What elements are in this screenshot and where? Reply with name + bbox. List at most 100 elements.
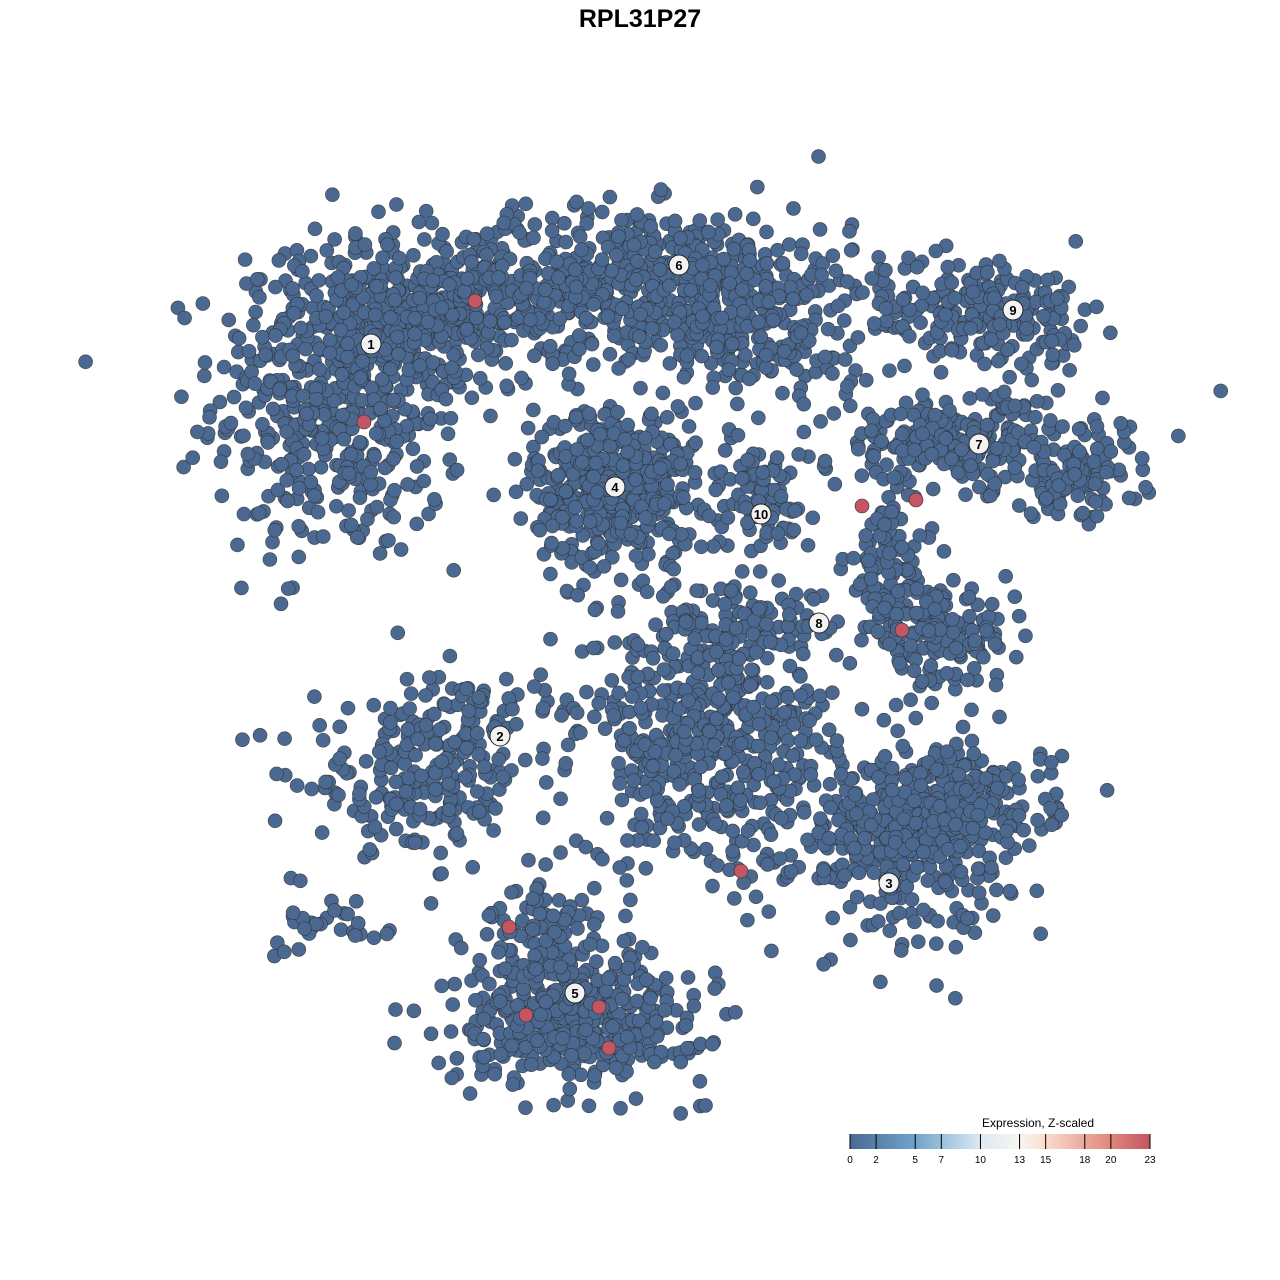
cell-point-cluster-6 (412, 358, 428, 373)
cell-point-cluster-3 (1011, 808, 1027, 823)
cell-point-cluster-8 (927, 601, 943, 617)
cell-point-cluster-1 (327, 232, 342, 247)
cell-point-cluster-1 (498, 356, 514, 371)
cell-point-cluster-2 (269, 766, 284, 782)
cell-point-cluster-3 (759, 674, 775, 690)
cell-point-cluster-4 (574, 454, 590, 470)
cell-point-cluster-9 (902, 302, 917, 317)
cell-point-cluster-9 (965, 284, 981, 300)
cell-point-cluster-5 (601, 971, 616, 986)
cell-point-cluster-7 (938, 431, 954, 446)
cell-point-cluster-5 (586, 917, 602, 932)
cell-point-cluster-3 (709, 711, 724, 727)
cluster-label-1: 1 (360, 333, 382, 355)
cell-point-cluster-3 (538, 775, 554, 790)
cell-point-cluster-1 (381, 533, 396, 548)
cell-point-cluster-9 (1073, 318, 1088, 334)
cell-point-cluster-7 (817, 453, 833, 469)
cell-point-cluster-3 (908, 710, 924, 726)
cell-point-cluster-9 (866, 316, 882, 331)
cell-point-cluster-9 (928, 243, 944, 259)
cell-point-cluster-7 (1171, 428, 1186, 444)
cell-point-cluster-4 (673, 456, 688, 472)
cell-point-cluster-7 (796, 396, 812, 412)
cell-point-cluster-4 (641, 547, 656, 562)
cell-point-cluster-9 (940, 259, 956, 275)
cell-point-cluster-3 (984, 860, 999, 875)
high-expression-point (356, 414, 372, 430)
cell-point-cluster-3 (735, 764, 751, 780)
cluster-label-text: 10 (754, 507, 768, 522)
cell-point-cluster-3 (733, 793, 748, 808)
cell-point-cluster-7 (1050, 383, 1066, 398)
cell-point-cluster-4 (620, 444, 635, 460)
cell-point-cluster-2 (442, 648, 458, 664)
cell-point-cluster-4 (534, 429, 550, 445)
cell-point-cluster-7 (1095, 390, 1110, 406)
cell-point-cluster-6 (655, 385, 671, 401)
cell-point-cluster-2 (418, 717, 434, 733)
cell-point-cluster-6 (611, 229, 626, 244)
cell-point-cluster-2 (277, 731, 292, 746)
cell-point-cluster-4 (591, 536, 606, 551)
cluster-label-text: 6 (675, 258, 682, 273)
cell-point-cluster-6 (710, 212, 725, 227)
cell-point-cluster-2 (499, 671, 514, 687)
cell-point-cluster-8 (961, 589, 977, 605)
cell-point-cluster-6 (600, 309, 616, 324)
cell-point-cluster-5 (586, 880, 602, 896)
cell-point-cluster-9 (1015, 280, 1030, 295)
cell-point-cluster-6 (825, 366, 840, 381)
cell-point-cluster-9 (1013, 356, 1029, 372)
cell-point-cluster-8 (610, 604, 626, 619)
cell-point-cluster-7 (927, 407, 943, 423)
cell-point-cluster-1 (366, 261, 382, 276)
high-expression-point (518, 1007, 534, 1023)
cell-point-cluster-6 (518, 196, 534, 212)
cell-point-cluster-6 (683, 282, 699, 298)
cell-point-cluster-3 (854, 701, 870, 717)
cell-point-cluster-6 (839, 274, 855, 289)
cell-point-cluster-4 (582, 560, 598, 575)
cell-point-cluster-2 (388, 796, 404, 812)
cell-point-cluster-1 (449, 462, 465, 478)
cell-point-cluster-6 (567, 262, 583, 277)
cell-point-cluster-3 (816, 863, 831, 878)
cell-point-cluster-8 (903, 692, 918, 708)
cell-point-cluster-1 (248, 304, 263, 320)
cell-point-cluster-6 (442, 277, 457, 292)
cell-point-cluster-3 (678, 614, 694, 630)
cell-point-cluster-2 (433, 845, 448, 861)
cell-point-cluster-6 (482, 313, 498, 329)
cell-point-cluster-3 (693, 539, 709, 555)
cell-point-cluster-3 (656, 683, 671, 698)
cell-point-cluster-2 (517, 752, 533, 768)
cell-point-cluster-6 (842, 224, 857, 239)
cell-point-cluster-5 (533, 1007, 549, 1022)
cell-point-cluster-3 (614, 792, 630, 808)
cell-point-cluster-3 (849, 889, 865, 905)
cell-point-cluster-5 (476, 1031, 491, 1047)
cell-point-cluster-3 (538, 857, 553, 872)
cell-point-cluster-6 (586, 297, 601, 312)
cell-point-cluster-3 (913, 765, 928, 781)
cell-point-cluster-1 (267, 522, 283, 538)
cell-point-cluster-9 (1103, 325, 1118, 341)
cell-point-cluster-1 (499, 378, 515, 394)
cell-point-cluster-7 (971, 479, 987, 495)
cell-point-cluster-3 (761, 904, 777, 919)
cell-point-cluster-1 (318, 309, 334, 324)
cell-point-cluster-1 (425, 355, 441, 370)
cell-point-cluster-2 (554, 708, 569, 723)
cell-point-cluster-5 (366, 930, 382, 946)
cell-point-cluster-6 (775, 256, 791, 271)
cell-point-cluster-2 (304, 781, 319, 797)
cell-point-cluster-5 (728, 1005, 743, 1020)
cell-point-cluster-4 (660, 477, 675, 492)
cell-point-cluster-3 (796, 805, 812, 820)
cell-point-cluster-8 (781, 607, 797, 622)
cell-point-cluster-3 (558, 756, 574, 771)
cell-point-cluster-3 (624, 689, 640, 704)
cell-point-cluster-1 (280, 581, 296, 596)
cell-point-cluster-8 (909, 605, 924, 621)
